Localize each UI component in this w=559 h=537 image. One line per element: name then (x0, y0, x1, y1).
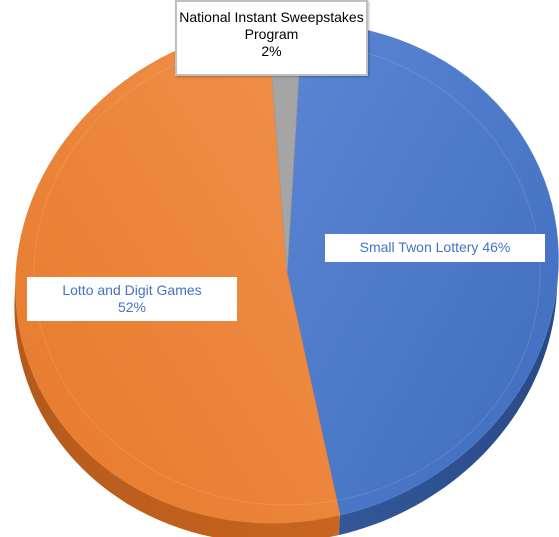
pie-slice-lotto-and-digit-games (15, 24, 341, 524)
pie-slice-small-twon-lottery (286, 22, 559, 516)
data-label-small-twon-lottery: Small Twon Lottery 46% (325, 234, 545, 262)
slice-value-text: 2% (261, 43, 282, 59)
slice-label-text: National Instant Sweepstakes Program (179, 9, 364, 42)
data-label-national-instant-sweepstakes-program: National Instant Sweepstakes Program 2% (175, 0, 368, 76)
slice-value-text: 52% (117, 299, 147, 315)
pie-side-small-twon-lottery (338, 273, 558, 536)
slice-value-text: 46% (482, 239, 511, 255)
data-label-lotto-and-digit-games: Lotto and Digit Games 52% (27, 277, 237, 321)
pie-side-lotto-and-digit-games (14, 273, 340, 537)
slice-label-text: Lotto and Digit Games (62, 282, 202, 298)
slice-label-text: Small Twon Lottery (359, 239, 483, 255)
